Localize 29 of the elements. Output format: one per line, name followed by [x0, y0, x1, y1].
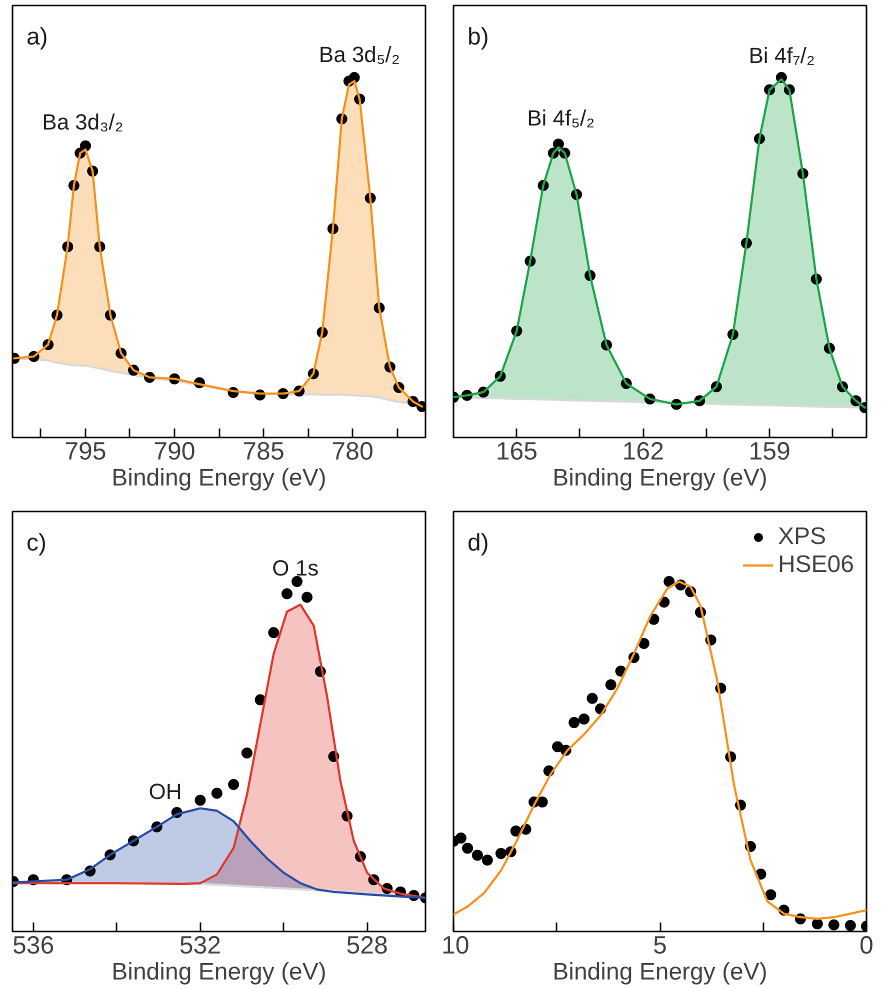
legend-label: HSE06 — [778, 551, 854, 579]
annotation: Ba 3d₃/₂ — [42, 110, 124, 135]
text: Ba 3d₅/₂ — [318, 42, 400, 68]
x-tick-label: 528 — [346, 932, 388, 960]
x-axis-title: Binding Energy (eV) — [112, 464, 326, 492]
text: c) — [26, 530, 46, 556]
annotation: Bi 4f₅/₂ — [527, 105, 595, 130]
x-tick-label: 536 — [12, 932, 54, 960]
x-tick-label: 162 — [622, 438, 664, 466]
x-tick-label: 5 — [653, 932, 667, 960]
x-tick-label: 159 — [748, 438, 790, 466]
text: d) — [468, 530, 489, 556]
text: O 1s — [272, 555, 319, 580]
x-axis-title: Binding Energy (eV) — [552, 958, 768, 986]
text: a) — [26, 24, 48, 50]
x-axis-title: Binding Energy (eV) — [112, 958, 326, 986]
legend-label: XPS — [778, 523, 826, 551]
x-tick-label: 795 — [64, 438, 106, 466]
x-tick-label: 785 — [242, 438, 284, 466]
text: Bi 4f₇/₂ — [748, 43, 815, 68]
x-tick-label: 165 — [496, 438, 538, 466]
x-tick-label: 0 — [860, 932, 874, 960]
x-tick-label: 532 — [179, 932, 222, 960]
x-tick-label: 790 — [154, 438, 196, 466]
annotation: OH — [148, 779, 182, 804]
x-tick-label: 10 — [442, 932, 470, 960]
x-axis-title: Binding Energy (eV) — [552, 464, 768, 492]
text: b) — [468, 24, 489, 50]
x-tick-label: 780 — [332, 438, 374, 466]
